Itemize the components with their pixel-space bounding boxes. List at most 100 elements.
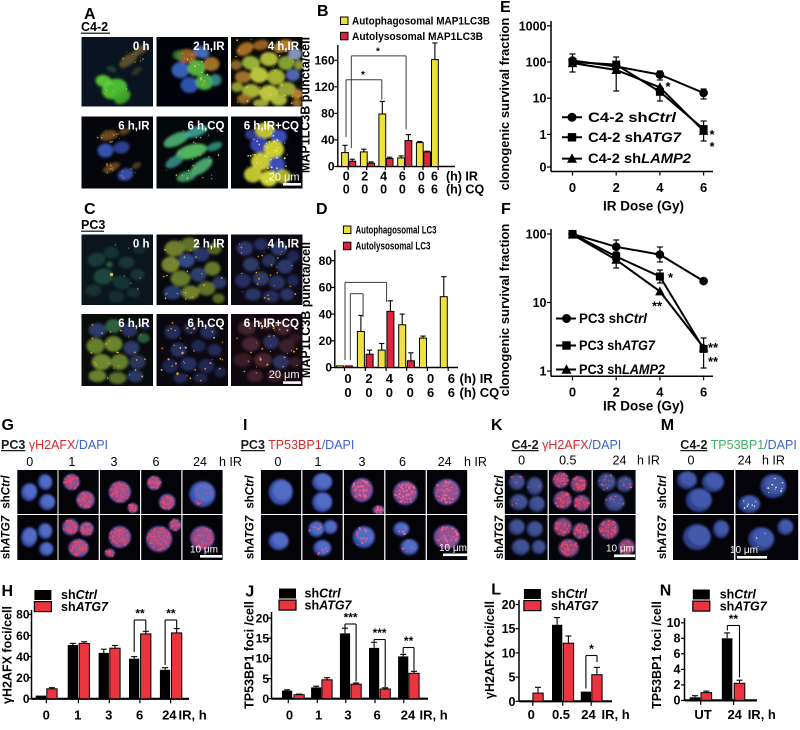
svg-text:0: 0: [380, 183, 387, 197]
svg-text:0.5: 0.5: [552, 707, 570, 722]
svg-text:0: 0: [43, 708, 50, 723]
svg-text:E: E: [500, 0, 511, 16]
svg-text:IR, h: IR, h: [179, 708, 207, 723]
svg-text:0: 0: [23, 692, 30, 706]
svg-text:PC3 γH2AFX/DAPI: PC3 γH2AFX/DAPI: [1, 438, 108, 452]
svg-text:60: 60: [319, 281, 333, 295]
svg-text:0: 0: [262, 692, 269, 706]
svg-text:6: 6: [399, 455, 406, 469]
svg-text:6: 6: [373, 708, 380, 723]
svg-text:24: 24: [613, 454, 627, 468]
svg-text:M: M: [661, 417, 674, 434]
svg-text:*: *: [376, 46, 380, 57]
svg-text:L: L: [491, 582, 501, 599]
svg-text:6: 6: [431, 170, 438, 184]
svg-text:10 μm: 10 μm: [606, 544, 634, 555]
svg-text:C4-2 shCtrl: C4-2 sh Ctrl: [588, 110, 676, 125]
svg-text:100: 100: [526, 56, 547, 70]
svg-text:1: 1: [540, 365, 547, 379]
svg-text:*: *: [589, 642, 594, 656]
svg-text:100: 100: [526, 228, 547, 242]
svg-text:0: 0: [343, 170, 350, 184]
svg-text:shATG7: shATG7: [61, 600, 109, 614]
svg-text:6: 6: [700, 180, 707, 195]
svg-text:γH2AFX foci/cell: γH2AFX foci/cell: [483, 601, 497, 699]
svg-text:**: **: [404, 634, 414, 648]
svg-text:6 h,CQ: 6 h,CQ: [187, 121, 224, 133]
svg-text:PC3 TP53BP1/DAPI: PC3 TP53BP1/DAPI: [241, 438, 355, 452]
svg-text:2: 2: [674, 678, 681, 692]
svg-text:**: **: [708, 340, 719, 355]
svg-text:*: *: [668, 270, 674, 285]
svg-text:shATG7: shATG7: [720, 600, 768, 614]
svg-text:24: 24: [162, 708, 177, 723]
svg-text:0 h: 0 h: [133, 41, 150, 53]
svg-text:(h) CQ: (h) CQ: [446, 183, 484, 197]
svg-text:TP53BP1 foci /cell: TP53BP1 foci /cell: [650, 601, 664, 709]
svg-text:120: 120: [314, 80, 334, 94]
svg-text:H: H: [2, 583, 14, 600]
svg-text:10 μm: 10 μm: [190, 545, 218, 556]
svg-text:40: 40: [16, 650, 30, 664]
svg-text:2: 2: [613, 385, 620, 400]
svg-text:PC3 shATG7: PC3 shATG7: [579, 338, 656, 353]
svg-text:0: 0: [26, 455, 33, 469]
svg-text:(h) IR: (h) IR: [460, 371, 494, 386]
svg-text:40: 40: [321, 133, 335, 147]
svg-text:**: **: [708, 354, 719, 369]
svg-text:0: 0: [365, 385, 372, 400]
svg-text:5: 5: [262, 672, 269, 686]
svg-text:*: *: [666, 79, 672, 94]
svg-text:4 h,IR: 4 h,IR: [268, 239, 300, 251]
svg-text:3: 3: [105, 708, 112, 723]
svg-text:0: 0: [275, 455, 282, 469]
svg-text:2: 2: [365, 371, 372, 386]
svg-text:3: 3: [359, 455, 366, 469]
svg-text:24: 24: [193, 455, 207, 469]
svg-text:Autophagosomal LC3: Autophagosomal LC3: [356, 225, 437, 237]
svg-text:6: 6: [407, 371, 414, 386]
svg-text:shCtrl: shCtrl: [61, 588, 98, 602]
svg-text:6 h,IR: 6 h,IR: [118, 318, 150, 330]
svg-text:10: 10: [256, 652, 270, 666]
svg-text:*: *: [710, 139, 716, 154]
svg-text:IR Dose (Gy): IR Dose (Gy): [603, 199, 684, 214]
svg-text:4: 4: [386, 371, 394, 386]
svg-text:0: 0: [688, 454, 695, 468]
svg-text:6: 6: [427, 385, 434, 400]
svg-text:**: **: [135, 607, 145, 621]
svg-text:20: 20: [319, 334, 333, 348]
svg-text:6: 6: [448, 385, 455, 400]
svg-text:**: **: [729, 612, 739, 626]
svg-text:20: 20: [16, 671, 30, 685]
svg-text:(h) CQ: (h) CQ: [460, 385, 500, 400]
svg-text:20: 20: [502, 598, 516, 612]
svg-text:0: 0: [343, 183, 350, 197]
svg-text:***: ***: [373, 626, 387, 640]
svg-text:UT: UT: [694, 707, 711, 722]
svg-text:MAP1LC3B puncta/cell: MAP1LC3B puncta/cell: [299, 242, 313, 378]
svg-text:**: **: [166, 607, 176, 621]
svg-text:shATG7: shATG7: [305, 599, 353, 613]
svg-text:IR, h: IR, h: [602, 707, 630, 722]
svg-text:TP53BP1 foci /cell: TP53BP1 foci /cell: [243, 601, 257, 709]
svg-text:160: 160: [314, 54, 334, 68]
svg-text:PC3 shLAMP2: PC3 shLAMP2: [579, 362, 665, 377]
svg-text:80: 80: [321, 107, 335, 121]
svg-text:15: 15: [502, 622, 516, 636]
svg-text:IR, h: IR, h: [748, 707, 776, 722]
svg-text:8: 8: [674, 632, 681, 646]
svg-text:1000: 1000: [519, 19, 547, 33]
svg-text:shATG7: shATG7: [657, 515, 669, 559]
svg-text:6: 6: [431, 183, 438, 197]
svg-text:10: 10: [502, 646, 516, 660]
svg-text:24: 24: [727, 707, 742, 722]
svg-text:PC3: PC3: [81, 218, 105, 232]
svg-text:15: 15: [256, 632, 270, 646]
svg-text:4: 4: [656, 180, 664, 195]
svg-text:***: ***: [344, 611, 358, 625]
svg-text:N: N: [660, 583, 672, 600]
svg-text:shCtrl: shCtrl: [305, 587, 342, 601]
svg-text:h IR: h IR: [219, 455, 242, 469]
svg-text:C4-2 γH2AFX/DAPI: C4-2 γH2AFX/DAPI: [512, 438, 622, 452]
